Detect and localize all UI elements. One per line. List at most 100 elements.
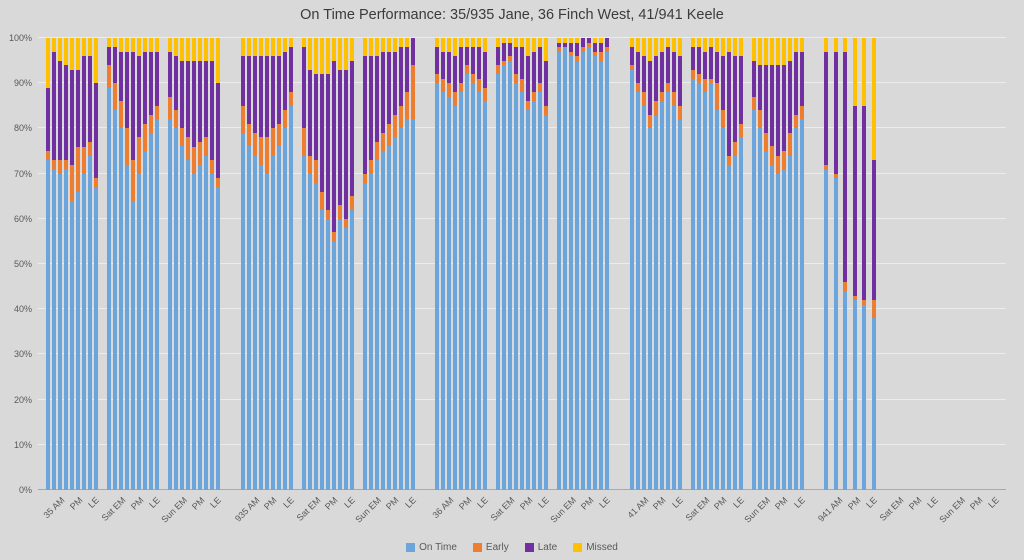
segment-early: [107, 65, 111, 88]
segment-early: [313, 160, 318, 183]
segment-missed: [544, 38, 548, 61]
segment-missed: [52, 38, 56, 52]
segment-missed: [435, 38, 439, 48]
segment-late: [483, 51, 487, 88]
segment-late: [775, 65, 780, 156]
segment-missed: [714, 38, 719, 52]
segment-late: [581, 38, 585, 48]
stacked-bar: [465, 38, 469, 490]
segment-early: [526, 101, 530, 111]
segment-early: [557, 47, 561, 52]
segment-on-time: [192, 173, 196, 490]
segment-early: [641, 92, 646, 106]
segment-missed: [337, 38, 342, 70]
stacked-bar: [362, 38, 367, 490]
segment-on-time: [799, 119, 804, 490]
segment-on-time: [288, 105, 293, 490]
segment-missed: [871, 38, 876, 161]
segment-early: [671, 92, 676, 106]
segment-early: [677, 105, 682, 120]
segment-missed: [64, 38, 68, 66]
segment-on-time: [871, 318, 876, 490]
y-axis-label: 100%: [8, 33, 32, 43]
stacked-bar: [58, 38, 62, 490]
segment-on-time: [168, 119, 172, 490]
segment-missed: [483, 38, 487, 52]
segment-early: [155, 105, 159, 120]
segment-early: [404, 92, 409, 120]
segment-missed: [58, 38, 62, 61]
x-axis-labels: Sun EM PM LE: [548, 493, 612, 539]
segment-missed: [763, 38, 768, 66]
segment-missed: [824, 38, 828, 52]
segment-early: [70, 164, 74, 201]
segment-missed: [155, 38, 159, 52]
legend-item-early: Early: [472, 542, 509, 553]
segment-late: [337, 69, 342, 206]
segment-on-time: [325, 218, 330, 490]
segment-late: [88, 56, 92, 142]
stacked-bar: [107, 38, 111, 490]
segment-early: [751, 96, 756, 111]
period-cluster: Sun EM PM LE: [159, 38, 223, 525]
x-label-slot: Sun EM: [354, 493, 384, 539]
segment-missed: [738, 38, 743, 57]
stacked-bar: [696, 38, 701, 490]
segment-early: [665, 83, 670, 93]
stacked-bar: [246, 38, 251, 490]
stacked-bar: [538, 38, 542, 490]
y-axis-label: 70%: [13, 168, 32, 179]
segment-late: [174, 56, 178, 111]
segment-early: [380, 132, 385, 151]
x-axis-label: Sun EM: [937, 495, 967, 525]
stacked-bar: [671, 38, 676, 490]
segment-on-time: [569, 56, 573, 490]
x-axis-labels: Sun EM PM LE: [743, 493, 807, 539]
x-label-slot: LE: [859, 493, 880, 539]
stacked-bar: [471, 38, 475, 490]
x-axis-labels: Sat EM PM LE: [100, 493, 163, 539]
segment-early: [569, 51, 573, 57]
segment-on-time: [149, 132, 153, 490]
segment-on-time: [392, 137, 397, 490]
segment-on-time: [769, 164, 774, 490]
stacked-bar: [833, 38, 838, 490]
x-axis-labels: Sat EM PM LE: [683, 493, 746, 539]
segment-missed: [307, 38, 312, 70]
segment-late: [471, 47, 475, 75]
segment-missed: [833, 38, 838, 52]
stacked-bar: [258, 38, 263, 490]
segment-late: [477, 47, 481, 79]
segment-on-time: [708, 83, 713, 490]
segment-early: [204, 137, 208, 156]
stacked-bar: [368, 38, 373, 490]
segment-missed: [569, 38, 573, 43]
segment-early: [362, 173, 367, 183]
segment-late: [301, 47, 306, 129]
segment-late: [447, 51, 451, 84]
segment-early: [174, 110, 178, 129]
y-axis-label: 80%: [13, 123, 32, 134]
x-label-slot: LE: [664, 493, 685, 539]
segment-early: [514, 74, 518, 84]
segment-on-time: [441, 92, 445, 490]
segment-early: [125, 128, 129, 165]
y-axis-label: 0%: [18, 485, 32, 495]
segment-late: [799, 51, 804, 106]
segment-on-time: [186, 160, 190, 490]
segment-missed: [459, 38, 463, 48]
stacked-bar: [653, 38, 658, 490]
stacked-bar: [532, 38, 536, 490]
segment-late: [343, 69, 348, 219]
segment-late: [313, 74, 318, 161]
stacked-bar: [441, 38, 445, 490]
stacked-bar: [282, 38, 287, 490]
segment-on-time: [131, 200, 135, 490]
segment-late: [781, 65, 786, 152]
segment-missed: [696, 38, 701, 48]
segment-on-time: [502, 65, 506, 490]
segment-early: [483, 87, 487, 102]
segment-missed: [671, 38, 676, 52]
segment-missed: [526, 38, 530, 57]
segment-late: [824, 51, 828, 165]
